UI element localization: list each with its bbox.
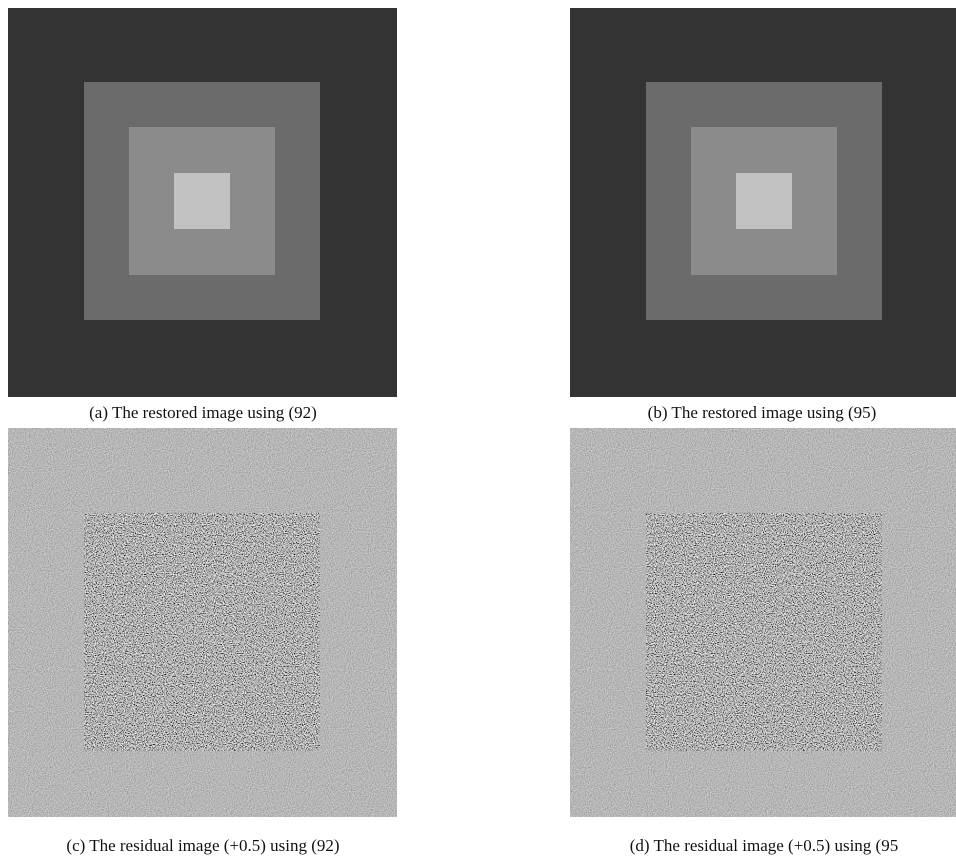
restored-image-a — [8, 8, 397, 397]
caption: (d) The residual image (+0.5) using (95 — [630, 836, 898, 855]
residual-image-d — [570, 428, 956, 817]
residual-image-c — [8, 428, 397, 817]
caption: (a) The restored image using (92) — [89, 403, 317, 422]
caption: (c) The residual image (+0.5) using (92) — [66, 836, 339, 855]
restored-image-b — [570, 8, 956, 397]
caption: (b) The restored image using (95) — [648, 403, 877, 422]
figure: (a) The restored image using (92) (b) Th… — [0, 0, 956, 866]
